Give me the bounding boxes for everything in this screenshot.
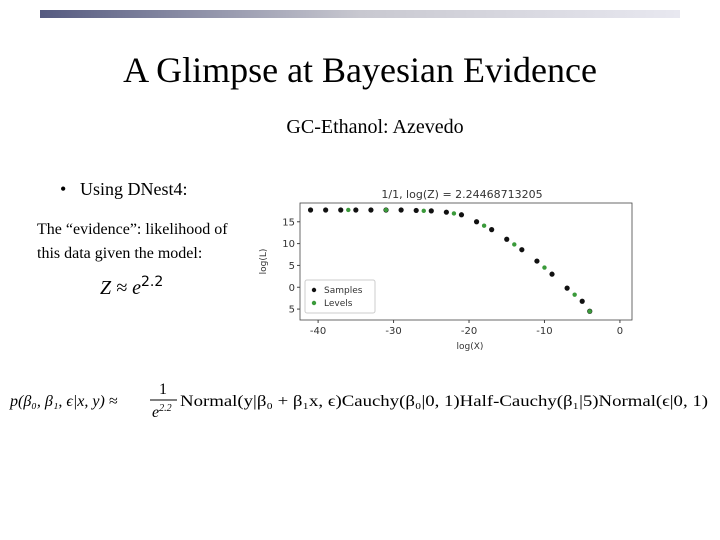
y-tick-label: 15 xyxy=(282,217,295,228)
sample-point xyxy=(489,227,495,233)
sample-point xyxy=(504,236,510,242)
x-tick-label: -20 xyxy=(461,326,477,337)
sample-point xyxy=(338,207,344,213)
level-point xyxy=(587,309,592,314)
sample-point xyxy=(323,207,329,213)
sample-point xyxy=(519,247,525,253)
sample-point xyxy=(353,207,359,213)
note-line: The “evidence”: likelihood of xyxy=(37,221,228,238)
legend-marker xyxy=(311,300,317,306)
sample-point xyxy=(443,209,449,215)
y-tick-label: 0 xyxy=(289,283,295,294)
x-tick-label: 0 xyxy=(617,326,623,337)
x-tick-label: -40 xyxy=(310,326,326,337)
y-axis-label: log(L) xyxy=(259,249,269,275)
sample-point xyxy=(473,219,480,225)
sample-point xyxy=(428,208,434,214)
sample-point xyxy=(398,207,404,213)
y-tick-label: 5 xyxy=(289,305,295,316)
estimate-exponent: 2.2 xyxy=(141,274,163,290)
subtitle: GC-Ethanol: Azevedo xyxy=(286,116,463,138)
legend-label: Samples xyxy=(324,286,363,296)
chart: 1/1, log(Z) = 2.24468713205 log(X) log(L) -… xyxy=(259,188,633,352)
estimate: Z ≈ e2.2 xyxy=(100,274,163,299)
slide-title: A Glimpse at Bayesian Evidence xyxy=(123,50,597,90)
formula-rhs: Normal(y|β₀ + β₁x, ϵ)Cauchy(β₀|0, 1)Half… xyxy=(180,393,708,410)
sample-point xyxy=(368,207,374,213)
header-bar xyxy=(40,10,680,18)
x-tick-label: -10 xyxy=(536,326,552,337)
formula-denominator: e2.2 xyxy=(152,403,172,421)
legend-marker xyxy=(311,287,317,293)
sample-point xyxy=(413,207,419,214)
legend-label: Levels xyxy=(324,299,353,309)
level-point xyxy=(542,265,547,270)
level-point xyxy=(451,211,457,216)
level-point xyxy=(512,242,517,247)
level-point xyxy=(572,292,577,297)
y-tick-label: 5 xyxy=(289,261,295,272)
level-point xyxy=(346,207,351,213)
denominator-exponent: 2.2 xyxy=(159,403,172,414)
denominator-base: e xyxy=(152,404,159,421)
estimate-base: Z ≈ e xyxy=(100,277,141,299)
x-axis-label: log(X) xyxy=(457,342,484,352)
x-tick-label: -30 xyxy=(385,326,401,337)
sample-point xyxy=(549,271,555,277)
level-point xyxy=(383,207,389,213)
sample-point xyxy=(579,298,585,304)
level-point xyxy=(421,208,426,214)
chart-title: 1/1, log(Z) = 2.24468713205 xyxy=(381,188,542,201)
legend-box xyxy=(304,279,376,314)
sample-point xyxy=(458,212,465,218)
note-line: this data given the model: xyxy=(37,245,202,262)
bullet-dot: • xyxy=(60,179,66,199)
sample-point xyxy=(564,285,570,291)
formula: p(β₀, β₁, ϵ|x, y) ≈ 1 e2.2 Normal(y|β₀ +… xyxy=(9,381,708,421)
formula-lhs: p(β₀, β₁, ϵ|x, y) ≈ xyxy=(9,393,118,410)
bullet: Using DNest4: xyxy=(80,179,188,199)
sample-point xyxy=(307,207,314,213)
level-point xyxy=(481,223,487,228)
sample-point xyxy=(534,258,540,264)
y-tick-label: 10 xyxy=(282,239,295,250)
formula-numerator: 1 xyxy=(159,381,167,398)
data-points xyxy=(307,207,593,314)
